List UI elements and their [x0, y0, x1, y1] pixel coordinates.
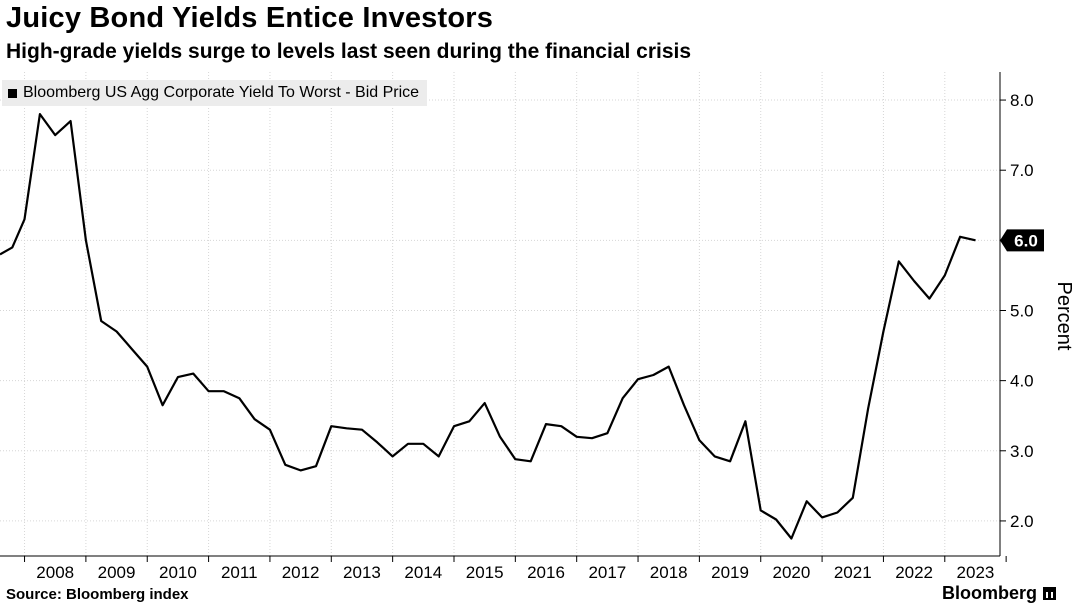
chart-subtitle: High-grade yields surge to levels last s… — [6, 40, 692, 63]
last-value-label: 6.0 — [1014, 231, 1038, 250]
x-tick-label: 2021 — [834, 563, 872, 582]
y-axis-title: Percent — [1053, 282, 1075, 351]
x-tick-label: 2019 — [711, 563, 749, 582]
last-value-badge-shape — [1000, 229, 1044, 252]
x-tick-label: 2009 — [98, 563, 136, 582]
legend-label: Bloomberg US Agg Corporate Yield To Wors… — [23, 84, 420, 101]
x-tick-label: 2014 — [404, 563, 442, 582]
series-layer — [0, 112, 976, 540]
x-tick-label: 2020 — [772, 563, 810, 582]
y-tick-label: 5.0 — [1010, 301, 1034, 320]
x-tick-label: 2015 — [466, 563, 504, 582]
x-tick-label: 2012 — [282, 563, 320, 582]
x-tick-label: 2016 — [527, 563, 565, 582]
series-line — [0, 112, 976, 540]
last-value-badge: 6.0 — [1000, 229, 1044, 252]
legend: Bloomberg US Agg Corporate Yield To Wors… — [2, 80, 428, 106]
y-tick-label: 2.0 — [1010, 512, 1034, 531]
source-note: Source: Bloomberg index — [6, 586, 189, 603]
x-tick-label: 2018 — [650, 563, 688, 582]
x-tick-label: 2013 — [343, 563, 381, 582]
x-tick-label: 2023 — [957, 563, 995, 582]
x-tick-label: 2017 — [588, 563, 626, 582]
x-tick-label: 2008 — [36, 563, 74, 582]
chart-title: Juicy Bond Yields Entice Investors — [6, 2, 494, 34]
x-tick-label: 2022 — [895, 563, 933, 582]
y-tick-label: 4.0 — [1010, 372, 1034, 391]
tick-labels: 2.0 3.0 4.0 5.0 6.0 7.0 8.0 2008 2009 2010 2011 201… — [36, 91, 1075, 582]
x-tick-label: 2011 — [221, 563, 258, 582]
axes — [0, 72, 1007, 562]
grid-lines — [0, 72, 1000, 556]
legend-swatch — [8, 88, 17, 98]
y-tick-label: 7.0 — [1010, 161, 1034, 180]
bloomberg-terminal-icon — [1043, 587, 1057, 600]
brand-name: Bloomberg — [942, 583, 1038, 603]
x-tick-label: 2010 — [159, 563, 197, 582]
brand-logo: Bloomberg — [942, 583, 1057, 604]
y-tick-label: 3.0 — [1010, 442, 1034, 461]
y-tick-label: 8.0 — [1010, 91, 1034, 110]
